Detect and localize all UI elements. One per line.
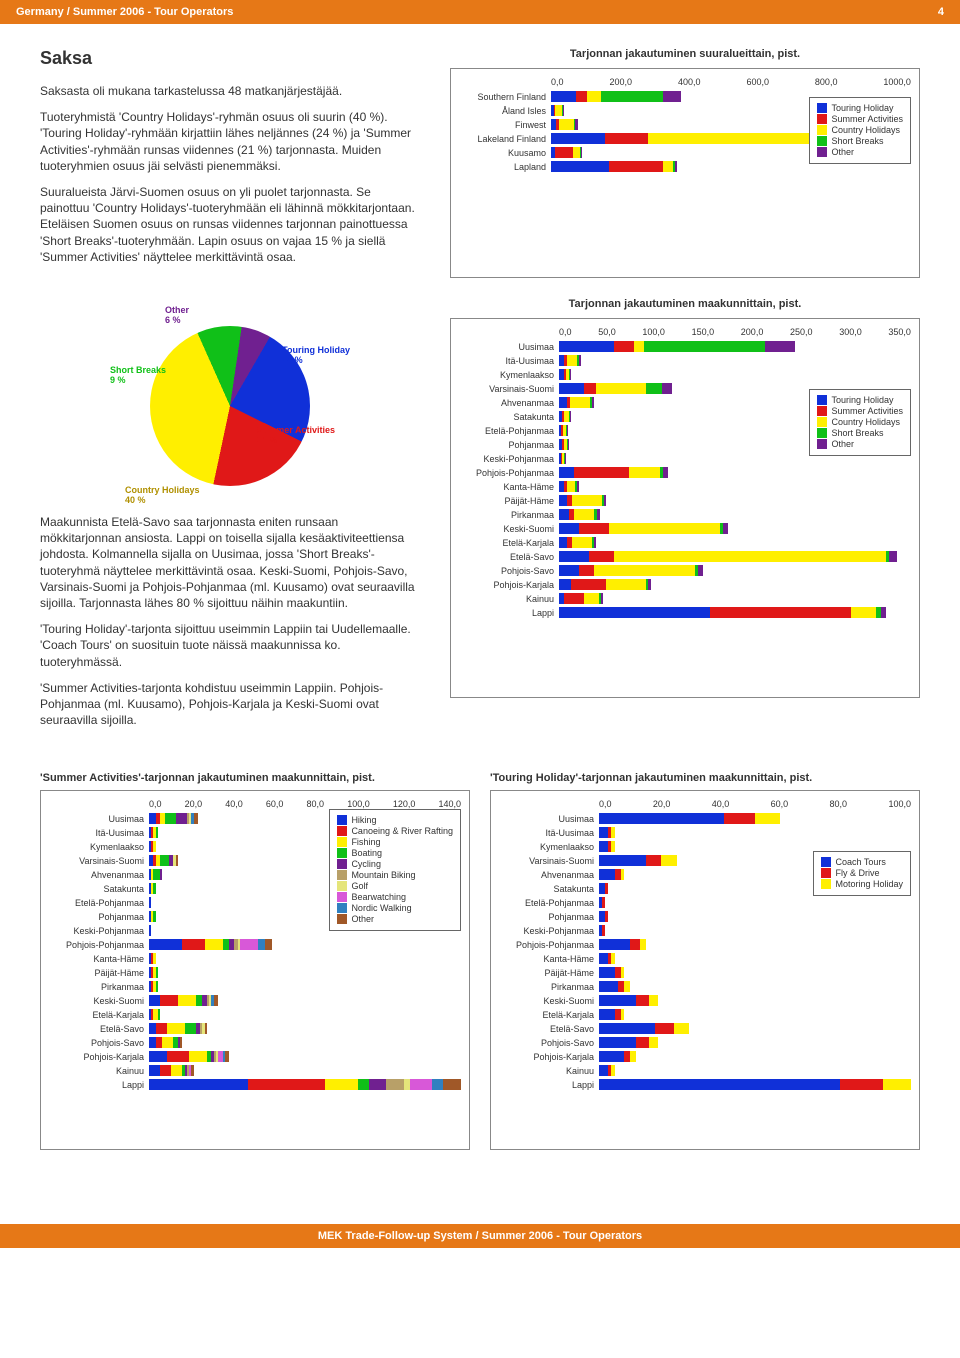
chart3: 0,020,040,060,080,0100,0120,0140,0Uusima… <box>40 790 470 1150</box>
chart1-title: Tarjonnan jakautuminen suuralueittain, p… <box>450 48 920 60</box>
body-p3: 'Summer Activities-tarjonta kohdistuu us… <box>40 680 420 729</box>
chart2-title: Tarjonnan jakautuminen maakunnittain, pi… <box>450 298 920 310</box>
chart1-legend: Touring HolidaySummer ActivitiesCountry … <box>809 97 911 164</box>
chart4-legend: Coach ToursFly & DriveMotoring Holiday <box>813 851 911 896</box>
chart1: 0,0200,0400,0600,0800,01000,0Southern Fi… <box>450 68 920 278</box>
chart2: 0,050,0100,0150,0200,0250,0300,0350,0Uus… <box>450 318 920 698</box>
body-p2: 'Touring Holiday'-tarjonta sijoittuu use… <box>40 621 420 670</box>
chart4-title: 'Touring Holiday'-tarjonnan jakautuminen… <box>490 772 920 784</box>
chart2-legend: Touring HolidaySummer ActivitiesCountry … <box>809 389 911 456</box>
chart3-title: 'Summer Activities'-tarjonnan jakautumin… <box>40 772 470 784</box>
body-p1: Maakunnista Etelä-Savo saa tarjonnasta e… <box>40 514 420 611</box>
section-title: Saksa <box>40 48 420 69</box>
chart3-legend: HikingCanoeing & River RaftingFishingBoa… <box>329 809 461 931</box>
header-title: Germany / Summer 2006 - Tour Operators <box>16 6 233 18</box>
chart4: 0,020,040,060,080,0100,0UusimaaItä-Uusim… <box>490 790 920 1150</box>
header-page: 4 <box>938 6 944 18</box>
intro-p2: Tuoteryhmistä 'Country Holidays'-ryhmän … <box>40 109 420 174</box>
intro-p1: Saksasta oli mukana tarkastelussa 48 mat… <box>40 83 420 99</box>
pie-chart: Short Breaks9 % Other6 % Touring Holiday… <box>110 306 350 506</box>
page-header: Germany / Summer 2006 - Tour Operators 4 <box>0 0 960 24</box>
intro-p3: Suuralueista Järvi-Suomen osuus on yli p… <box>40 184 420 265</box>
page-footer: MEK Trade-Follow-up System / Summer 2006… <box>0 1224 960 1248</box>
